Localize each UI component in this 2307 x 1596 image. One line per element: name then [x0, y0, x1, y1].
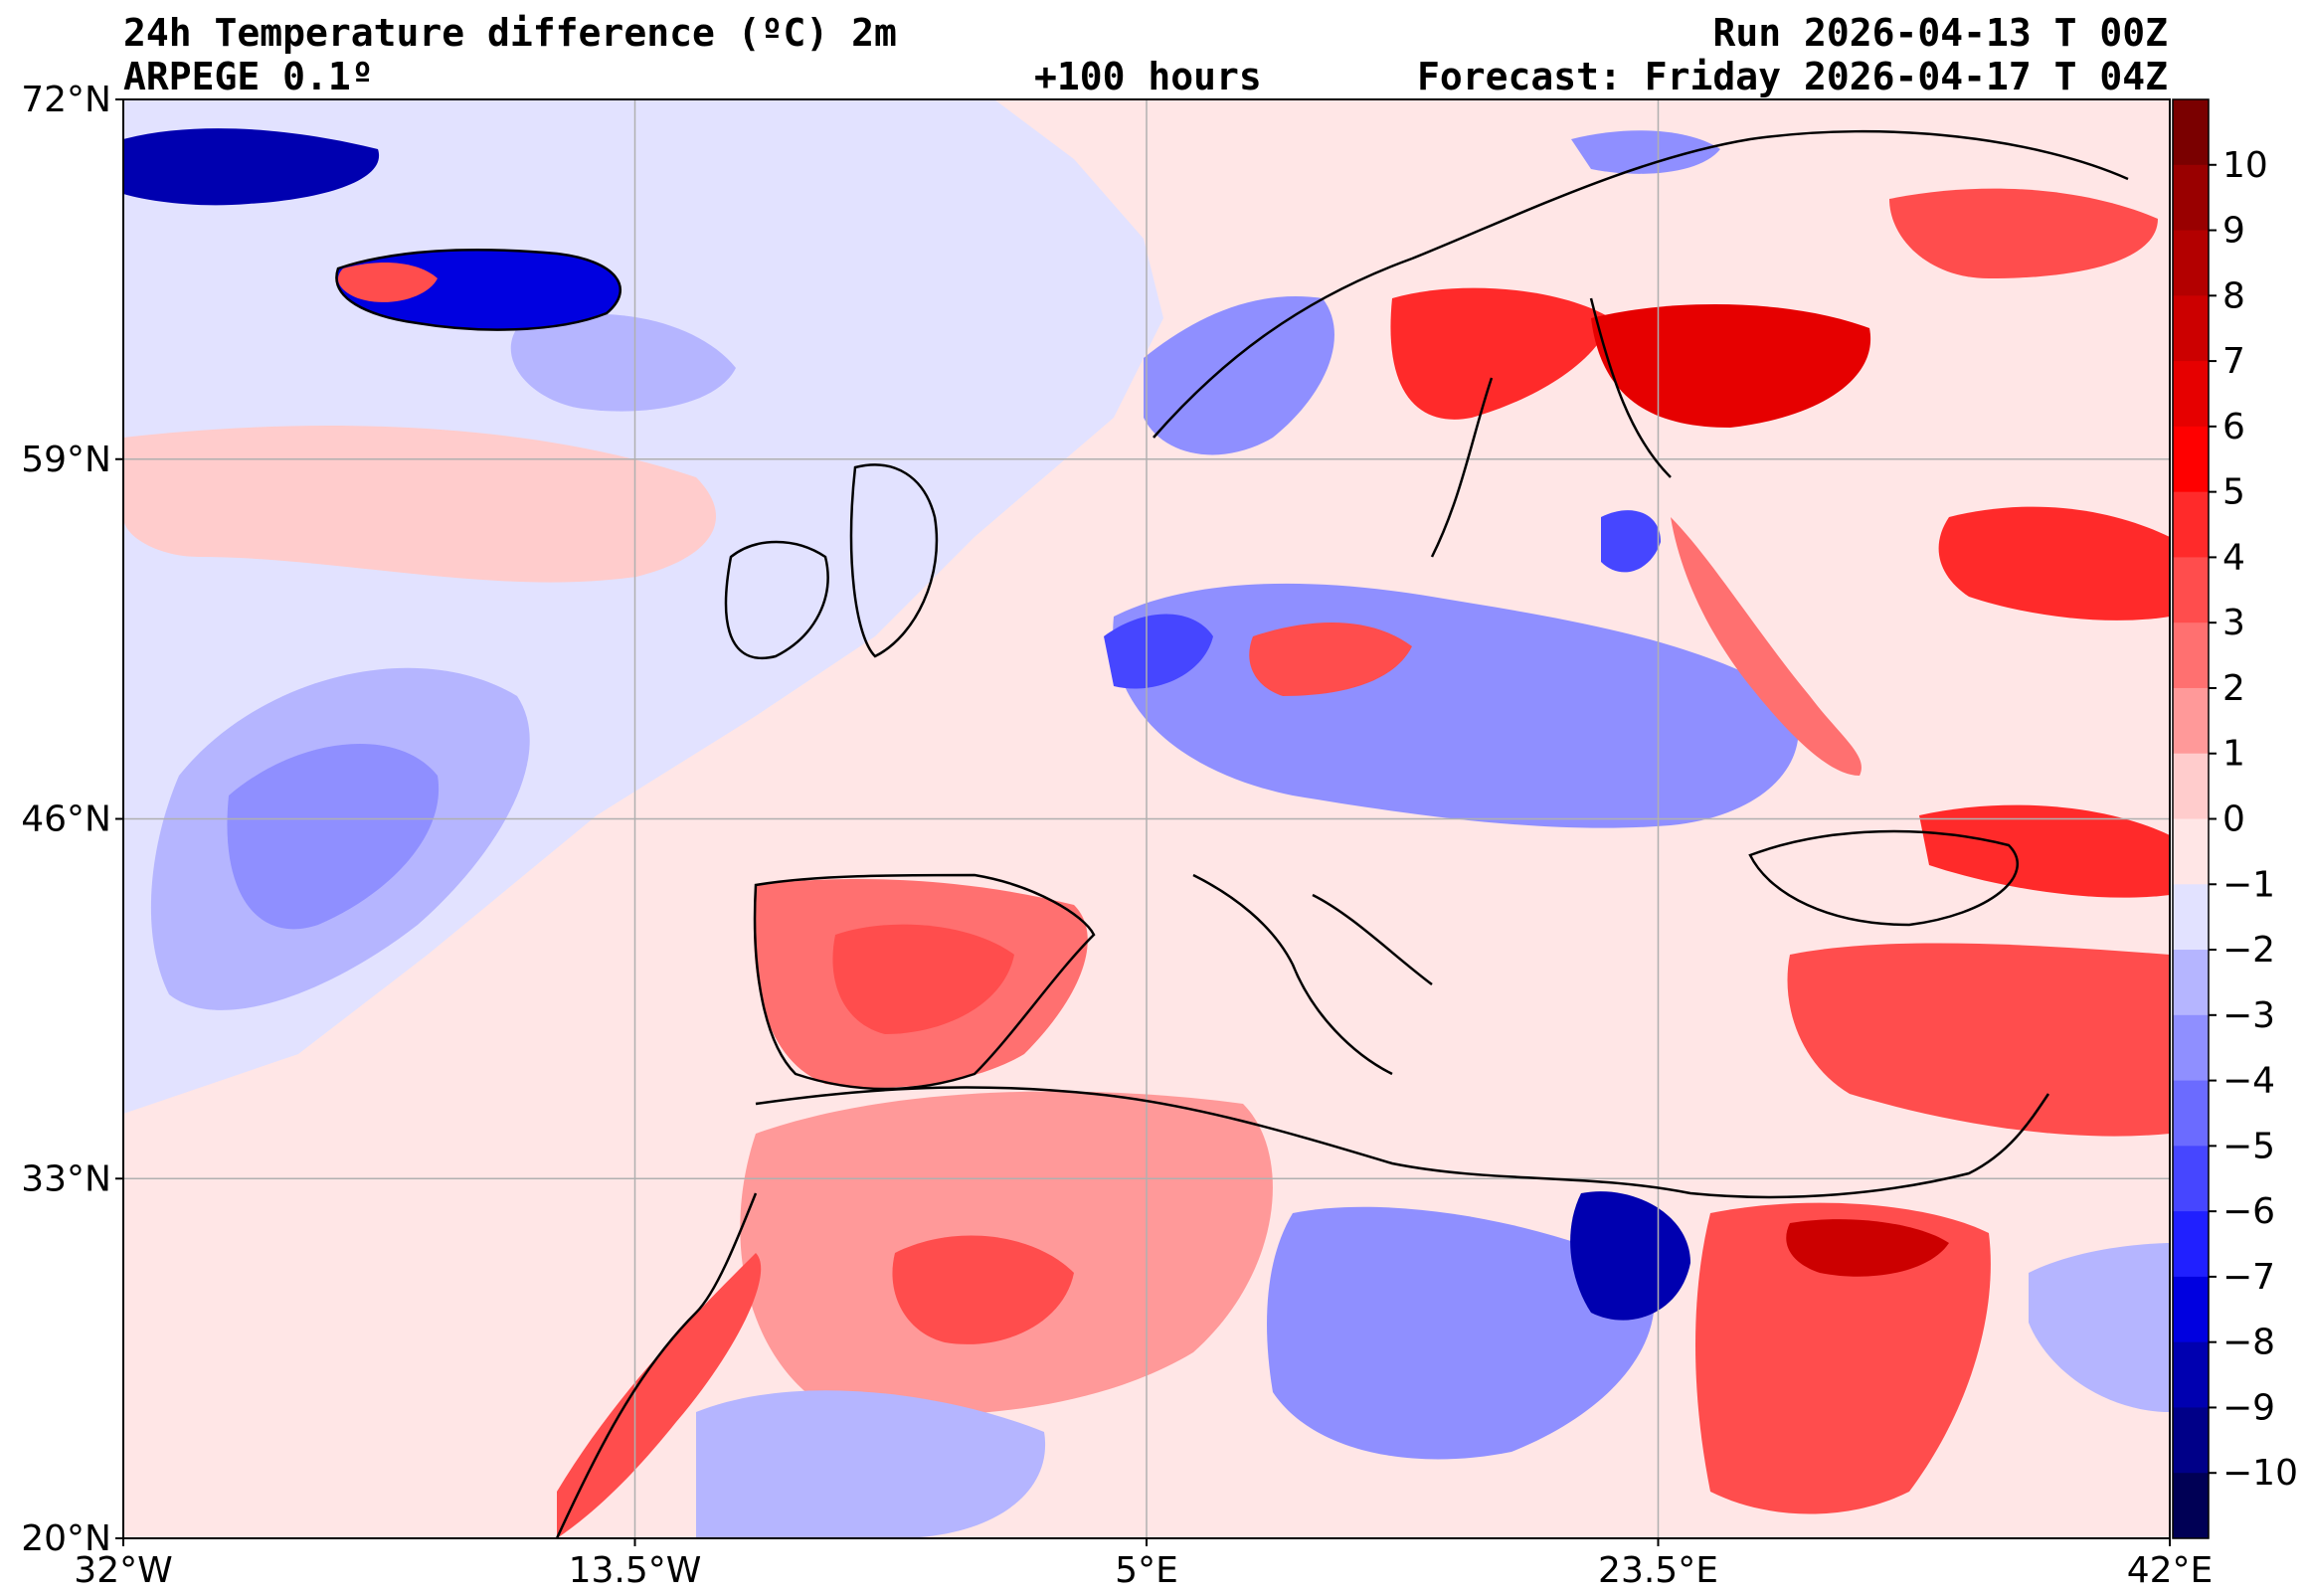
cool-region-atlantic-core [227, 743, 440, 930]
warm-region-sweden [1390, 287, 1611, 420]
colorbar-label: −8 [2222, 1323, 2275, 1363]
map-title: 24h Temperature difference (ºC) 2m [123, 11, 897, 55]
colorbar-segment [2173, 687, 2209, 755]
colorbar-label: 4 [2222, 537, 2245, 578]
colorbar-label: −10 [2222, 1453, 2298, 1494]
colorbar-label: 8 [2222, 275, 2245, 316]
colorbar-label: 2 [2222, 668, 2245, 709]
colorbar-label: 3 [2222, 603, 2245, 643]
lon-label: 32°W [74, 1550, 172, 1591]
cool-region-libya [1267, 1206, 1655, 1460]
colorbar-segment [2173, 99, 2209, 166]
cold-greenland [123, 128, 380, 206]
colorbar-label: 0 [2222, 799, 2245, 840]
colorbar-segment [2173, 295, 2209, 362]
colorbar-label: −7 [2222, 1257, 2275, 1298]
cool-region-mideast [2029, 1243, 2170, 1412]
colorbar-label: 1 [2222, 734, 2245, 775]
warm-core-iberia [832, 924, 1014, 1034]
warm-region-turkey [1787, 943, 2170, 1137]
cool-region-lapland [1571, 130, 1720, 174]
warm-strip-morocco-coast [557, 1253, 762, 1538]
colorbar-segment [2173, 1276, 2209, 1343]
colorbar-label: −9 [2222, 1387, 2275, 1428]
colorbar-segment [2173, 1146, 2209, 1212]
lat-label: 72°N [21, 80, 111, 120]
run-label: Run 2026-04-13 T 00Z [1712, 11, 2168, 55]
colorbar-segment [2173, 230, 2209, 296]
colorbar-segment [2173, 1014, 2209, 1082]
colorbar-segment [2173, 1407, 2209, 1474]
colorbar-label: −5 [2222, 1126, 2275, 1166]
colorbar-label: 10 [2222, 145, 2268, 186]
cool-patch-near-iceland [510, 313, 736, 412]
map-area [123, 99, 2170, 1538]
warm-core-sahara [892, 1235, 1074, 1344]
colorbar-label: −3 [2222, 995, 2275, 1036]
lon-label: 42°E [2127, 1550, 2214, 1591]
colorbar-segment [2173, 1080, 2209, 1147]
colorbar-segment [2173, 950, 2209, 1016]
colorbar-segment [2173, 818, 2209, 885]
warm-region-finland-russia [1591, 304, 1871, 428]
colorbar-segment [2173, 557, 2209, 623]
warm-region-caucasus [1919, 804, 2170, 898]
lat-label: 46°N [21, 799, 111, 840]
cool-region-benelux [1104, 614, 1213, 689]
colorbar-segment [2173, 426, 2209, 493]
colorbar-segment [2173, 884, 2209, 951]
colorbar-label: −4 [2222, 1061, 2275, 1102]
cool-region-sahara-south [696, 1390, 1046, 1538]
lat-label: 33°N [21, 1158, 111, 1199]
coastlines [335, 129, 2129, 1538]
lon-label: 5°E [1115, 1550, 1178, 1591]
colorbar-segment [2173, 1341, 2209, 1408]
warm-band-ukraine [1671, 517, 1862, 776]
warm-iceland-west [338, 263, 438, 302]
lat-label: 59°N [21, 440, 111, 480]
colorbar-segment [2173, 622, 2209, 689]
warm-region-northern-russia [1889, 188, 2158, 278]
colorbar-label: −1 [2222, 864, 2275, 905]
colorbar-label: −6 [2222, 1191, 2275, 1232]
cool-region-norway [1144, 296, 1334, 455]
colorbar-segment [2173, 491, 2209, 558]
colorbar-label: 7 [2222, 341, 2245, 382]
colorbar-segment [2173, 361, 2209, 428]
cold-region-libya-core [1570, 1191, 1690, 1321]
colorbar-label: 5 [2222, 472, 2245, 513]
warm-band-atlantic [123, 426, 716, 583]
colorbar-segment [2173, 1211, 2209, 1278]
warm-region-egypt [1695, 1202, 1991, 1514]
warm-core-egypt [1786, 1219, 1949, 1277]
gridlines [123, 99, 2170, 1538]
latitude-labels: 72°N 59°N 46°N 33°N 20°N [21, 80, 123, 1559]
colorbar-label: 6 [2222, 407, 2245, 447]
lon-label: 23.5°E [1598, 1550, 1718, 1591]
forecast-label: Forecast: Friday 2026-04-17 T 04Z [1417, 55, 2168, 98]
warm-region-russia-east [1938, 506, 2170, 621]
lat-label: 20°N [21, 1518, 111, 1559]
colorbar-label: −2 [2222, 930, 2275, 971]
colorbar-segment [2173, 164, 2209, 232]
lead-time-label: +100 hours [1034, 55, 1262, 98]
lon-label: 13.5°W [569, 1550, 702, 1591]
colorbar-segment [2173, 753, 2209, 819]
colorbar-label: 9 [2222, 211, 2245, 252]
colorbar-segment [2173, 1473, 2209, 1539]
longitude-labels: 32°W 13.5°W 5°E 23.5°E 42°E [74, 1538, 2213, 1591]
model-label: ARPEGE 0.1º [123, 55, 374, 98]
cool-region-baltic [1601, 510, 1661, 573]
warm-region-germany [1249, 622, 1412, 696]
